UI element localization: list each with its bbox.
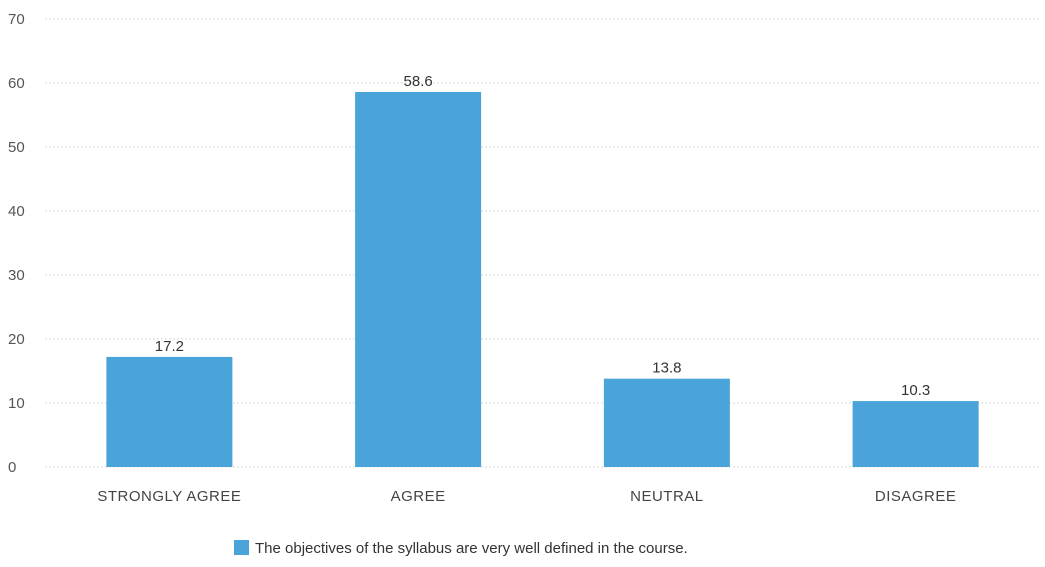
x-tick-label-disagree: DISAGREE (875, 488, 957, 505)
y-tick-label-40: 40 (8, 203, 25, 220)
y-tick-label-30: 30 (8, 267, 25, 284)
y-tick-label-0: 0 (8, 459, 16, 476)
x-axis-category-labels: STRONGLY AGREE AGREE NEUTRAL DISAGREE (97, 488, 956, 505)
bar-disagree (852, 401, 979, 467)
y-tick-label-10: 10 (8, 395, 25, 412)
legend: The objectives of the syllabus are very … (234, 540, 688, 557)
bar-agree (355, 91, 482, 468)
data-label-agree: 58.6 (404, 73, 433, 90)
bar-strongly-agree (106, 356, 233, 467)
data-labels: 17.2 58.6 13.8 10.3 (155, 73, 930, 399)
y-tick-label-70: 70 (8, 11, 25, 28)
y-tick-label-50: 50 (8, 139, 25, 156)
bar-neutral (603, 378, 730, 467)
data-label-disagree: 10.3 (901, 382, 930, 399)
x-tick-label-agree: AGREE (391, 488, 446, 505)
y-tick-label-60: 60 (8, 75, 25, 92)
bars (106, 91, 979, 468)
x-tick-label-neutral: NEUTRAL (630, 488, 704, 505)
y-axis-tick-labels: 0 10 20 30 40 50 60 70 (8, 11, 25, 476)
x-tick-label-strongly-agree: STRONGLY AGREE (97, 488, 241, 505)
y-tick-label-20: 20 (8, 331, 25, 348)
data-label-neutral: 13.8 (652, 360, 681, 377)
legend-series-name: The objectives of the syllabus are very … (255, 540, 688, 557)
legend-swatch (234, 540, 249, 555)
data-label-strongly-agree: 17.2 (155, 338, 184, 355)
